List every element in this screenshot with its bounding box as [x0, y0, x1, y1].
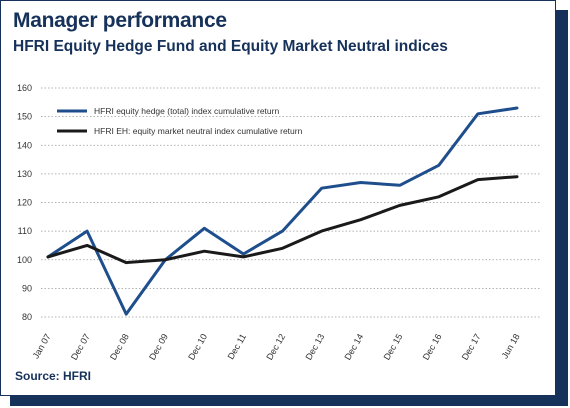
x-tick-label: Dec 15	[382, 332, 405, 362]
x-tick-label: Dec 11	[226, 332, 249, 361]
x-tick-label: Dec 12	[264, 332, 287, 362]
x-tick-label: Jun 18	[500, 332, 522, 360]
x-tick-label: Dec 16	[421, 332, 444, 362]
chart-source: Source: HFRI	[15, 369, 92, 383]
x-tick-label: Dec 14	[342, 332, 365, 362]
y-tick-label: 150	[17, 112, 32, 122]
y-tick-label: 120	[17, 198, 32, 208]
y-tick-label: 140	[17, 140, 32, 150]
series-line-2	[46, 175, 519, 265]
x-tick-label: Dec 07	[69, 332, 92, 362]
legend-label-2: HFRI EH: equity market neutral index cum…	[94, 126, 303, 136]
y-tick-label: 130	[17, 169, 32, 179]
chart-series	[46, 106, 519, 316]
x-tick-label: Dec 10	[186, 332, 209, 362]
x-tick-label: Dec 09	[147, 332, 170, 362]
chart-title: Manager performance	[13, 9, 227, 32]
chart-grid	[41, 87, 541, 318]
chart-subtitle: HFRI Equity Hedge Fund and Equity Market…	[13, 38, 448, 55]
y-tick-label: 110	[18, 226, 32, 236]
x-tick-label: Jan 07	[31, 332, 53, 360]
chart-legend: HFRI equity hedge (total) index cumulati…	[57, 106, 303, 136]
x-tick-label: Dec 13	[303, 332, 326, 362]
x-tick-label: Dec 08	[108, 332, 131, 362]
y-tick-label: 100	[17, 255, 32, 265]
line-chart: 80 90 100 110 120 130 140 150 160 Jan 07 Dec 07 De…	[17, 83, 541, 362]
x-tick-label: Dec 17	[460, 332, 483, 362]
x-axis-ticks: Jan 07 Dec 07 Dec 08 Dec 09 Dec 10 Dec 11 Dec …	[31, 332, 522, 362]
y-tick-label: 160	[17, 83, 32, 93]
legend-label-1: HFRI equity hedge (total) index cumulati…	[94, 106, 279, 116]
y-axis-ticks: 80 90 100 110 120 130 140 150 160	[17, 83, 32, 322]
y-tick-label: 90	[22, 283, 32, 293]
series-line-1	[46, 106, 519, 316]
y-tick-label: 80	[22, 312, 32, 322]
chart-card: Manager performance HFRI Equity Hedge Fu…	[0, 0, 556, 396]
